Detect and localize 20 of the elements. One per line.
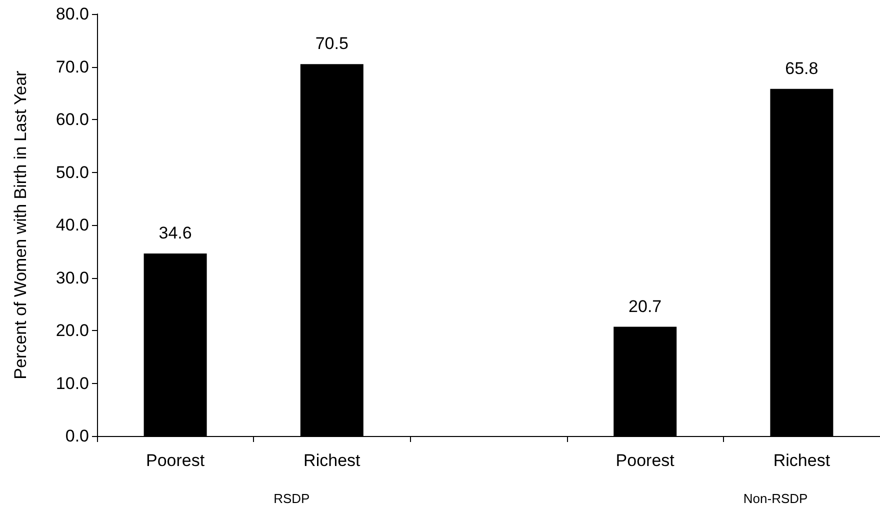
y-tick-label: 30.0 [56, 268, 89, 288]
y-tick-label: 50.0 [56, 162, 89, 182]
x-tick-label: Poorest [146, 451, 205, 470]
y-tick-label: 60.0 [56, 110, 89, 129]
data-label: 70.5 [315, 34, 348, 54]
y-tick-label: 20.0 [56, 321, 89, 340]
data-label: 34.6 [158, 223, 192, 242]
text: RSDP [274, 491, 310, 506]
y-axis-title: Percent of Women with Birth in Last Year [11, 70, 30, 380]
text: Non-RSDP [743, 491, 808, 506]
y-tick-label: 10.0 [56, 374, 89, 393]
y-tick-label: 40.0 [56, 216, 89, 234]
y-tick-label: 70.0 [56, 57, 89, 76]
data-label: 20.7 [628, 296, 662, 316]
data-label: 65.8 [785, 58, 818, 78]
x-tick-label: Richest [773, 451, 830, 470]
y-tick-label: 0.0 [65, 426, 89, 446]
x-tick-label: Poorest [616, 451, 675, 470]
x-tick-label: Richest [304, 451, 361, 470]
y-tick-label: 80.0 [56, 4, 89, 24]
